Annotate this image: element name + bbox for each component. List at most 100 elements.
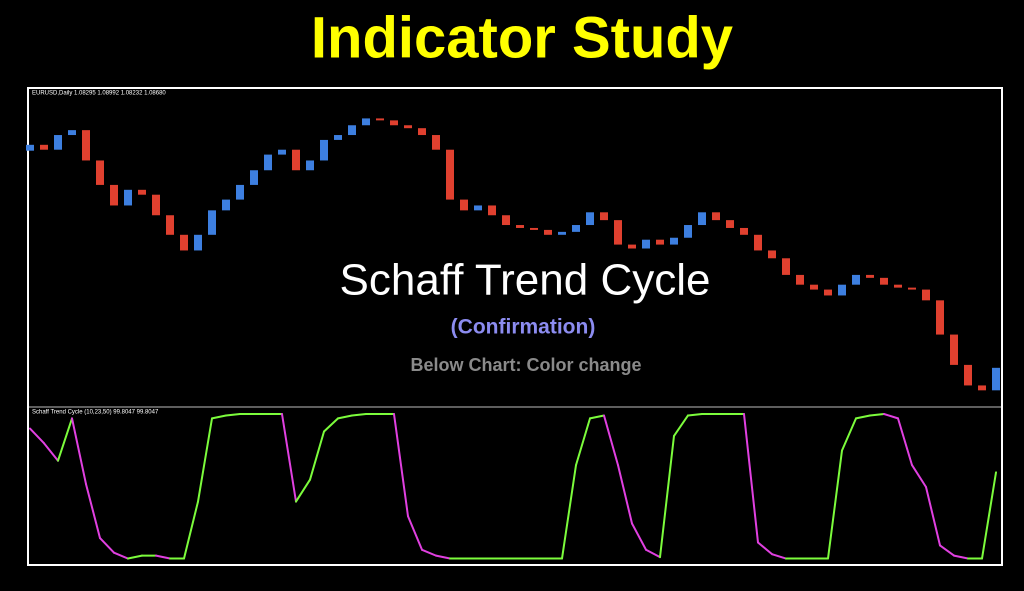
- indicator-pane-label: Schaff Trend Cycle (10,23,50) 99.8047 99…: [32, 410, 159, 416]
- candle: [180, 234, 188, 251]
- stc-segment: [113, 551, 129, 560]
- candle: [68, 130, 76, 136]
- stc-segment: [295, 478, 311, 503]
- stc-segment: [575, 417, 591, 467]
- candle: [894, 284, 902, 288]
- candle: [712, 212, 720, 221]
- candle: [306, 160, 314, 171]
- candle: [782, 258, 790, 275]
- candle: [558, 231, 566, 235]
- candle: [446, 149, 454, 200]
- stc-segment: [883, 413, 899, 420]
- candle: [684, 225, 692, 238]
- stc-segment: [323, 417, 339, 433]
- candle: [474, 205, 482, 211]
- candle: [670, 237, 678, 245]
- stc-segment: [337, 414, 353, 420]
- stc-segment: [673, 414, 689, 437]
- marks: [26, 118, 1000, 560]
- candle: [264, 154, 272, 171]
- stc-segment: [617, 464, 633, 525]
- stc-segment: [757, 541, 773, 556]
- stc-segment: [183, 500, 199, 560]
- stc-segment: [869, 413, 885, 417]
- candle: [110, 184, 118, 206]
- candle: [586, 212, 594, 226]
- candle: [992, 367, 1000, 391]
- candle: [194, 234, 202, 251]
- stc-segment: [645, 548, 661, 559]
- stc-segment: [29, 427, 45, 445]
- candle: [26, 144, 34, 151]
- stc-segment: [939, 544, 955, 557]
- overlay-heading: Schaff Trend Cycle: [340, 256, 711, 305]
- stc-segment: [225, 413, 241, 417]
- stc-segment: [925, 486, 941, 547]
- candle: [642, 239, 650, 249]
- stc-segment: [911, 464, 927, 488]
- page-title: Indicator Study: [311, 5, 733, 70]
- stc-segment: [953, 554, 969, 560]
- candle: [166, 215, 174, 235]
- candle: [628, 244, 636, 249]
- candle: [572, 225, 580, 232]
- candle: [236, 184, 244, 200]
- candle: [320, 139, 328, 161]
- candle: [698, 212, 706, 226]
- stc-segment: [407, 515, 423, 551]
- candle: [978, 385, 986, 391]
- candle: [740, 227, 748, 235]
- candle: [936, 300, 944, 335]
- stc-segment: [99, 537, 115, 554]
- candle: [152, 194, 160, 216]
- stc-segment: [981, 471, 997, 560]
- stc-segment: [743, 413, 759, 544]
- candle: [866, 274, 874, 278]
- stc-segment: [897, 417, 913, 467]
- stc-segment: [281, 413, 297, 503]
- candle: [754, 234, 762, 251]
- candle: [348, 125, 356, 136]
- stc-segment: [43, 442, 59, 462]
- stc-segment: [211, 414, 227, 420]
- candle: [432, 135, 440, 150]
- candle: [950, 334, 958, 365]
- candle: [614, 220, 622, 245]
- candle: [278, 149, 286, 155]
- stc-segment: [827, 449, 843, 560]
- stc-segment: [631, 522, 647, 551]
- stc-segment: [771, 553, 787, 560]
- candle: [530, 227, 538, 230]
- candle: [908, 287, 916, 290]
- candle: [768, 250, 776, 259]
- stc-segment: [85, 483, 101, 540]
- stc-segment: [393, 413, 409, 518]
- candle: [376, 118, 384, 121]
- stc-segment: [603, 414, 619, 467]
- candle: [488, 205, 496, 216]
- stc-segment: [155, 554, 171, 560]
- stc-segment: [659, 434, 675, 559]
- stc-segment: [309, 430, 325, 481]
- price-pane-label: EURUSD,Daily 1.08295 1.08992 1.08232 1.0…: [32, 91, 166, 97]
- candle: [880, 277, 888, 285]
- candle: [824, 289, 832, 296]
- stc-segment: [197, 417, 213, 503]
- candle: [404, 125, 412, 129]
- stc-segment: [71, 417, 87, 486]
- candle: [334, 135, 342, 140]
- candle: [796, 274, 804, 285]
- candle: [208, 210, 216, 235]
- candle: [516, 225, 524, 228]
- overlay-note: Below Chart: Color change: [410, 355, 641, 375]
- candle: [418, 128, 426, 136]
- candle: [250, 170, 258, 185]
- candle: [96, 160, 104, 185]
- stc-segment: [351, 413, 367, 417]
- candle: [964, 364, 972, 386]
- stc-segment: [435, 554, 451, 560]
- candle: [544, 229, 552, 235]
- candle: [54, 135, 62, 150]
